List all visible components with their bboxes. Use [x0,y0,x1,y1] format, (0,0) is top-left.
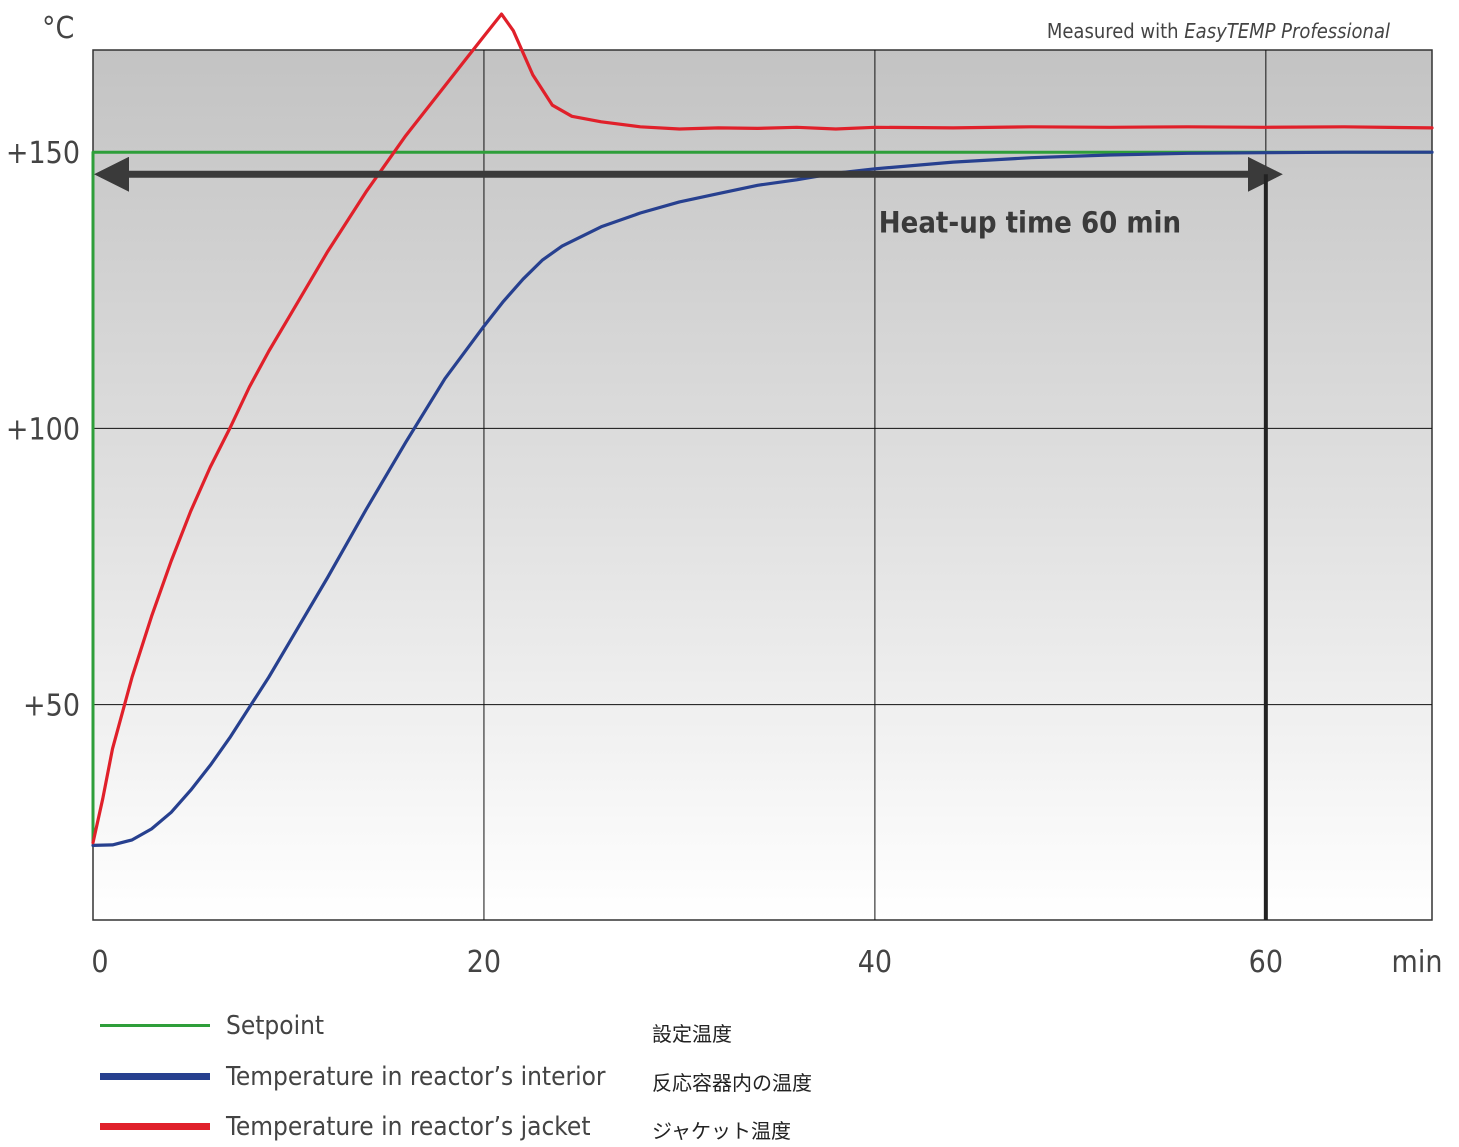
y-tick-label: +50 [23,689,80,724]
heat-up-time-annotation: Heat-up time 60 min [879,205,1181,239]
measurement-note: Measured with EasyTEMP Professional [1047,19,1390,43]
legend: Setpoint 設定温度 Temperature in reactor’s i… [100,1004,1100,1147]
x-tick-label: 40 [858,945,892,980]
series-line-setpoint [91,150,1434,845]
legend-jp-setpoint: 設定温度 [652,1022,732,1046]
legend-label-setpoint: Setpoint [226,1011,325,1041]
x-tick-label: 60 [1249,945,1283,980]
legend-label-interior: Temperature in reactor’s interior [226,1062,606,1092]
x-tick-labels: 0 20 40 60 [91,945,1283,980]
temperature-chart: °C Measured with EasyTEMP Professional +… [6,11,1443,980]
legend-swatch-interior [100,1073,210,1080]
legend-swatch-setpoint [100,1024,210,1027]
legend-swatch-jacket [100,1123,210,1130]
y-tick-label: +100 [6,412,80,447]
legend-label-jacket: Temperature in reactor’s jacket [226,1112,591,1142]
x-axis-unit-label: min [1392,945,1443,980]
y-tick-label: +150 [6,136,80,171]
x-tick-label: 0 [91,945,108,980]
y-tick-labels: +50 +100 +150 [6,136,80,723]
plot-area [92,49,1433,921]
series-line-jacket [91,12,1434,845]
measurement-note-product: EasyTEMP Professional [1184,19,1390,43]
y-axis-unit-label: °C [42,11,74,46]
legend-jp-interior: 反応容器内の温度 [652,1071,812,1095]
legend-item-setpoint: Setpoint [100,1006,660,1046]
legend-jp-jacket: ジャケット温度 [652,1119,791,1143]
x-tick-label: 20 [467,945,501,980]
legend-item-jacket: Temperature in reactor’s jacket [100,1107,660,1147]
legend-item-interior: Temperature in reactor’s interior [100,1057,660,1097]
measurement-note-prefix: Measured with [1047,19,1184,43]
